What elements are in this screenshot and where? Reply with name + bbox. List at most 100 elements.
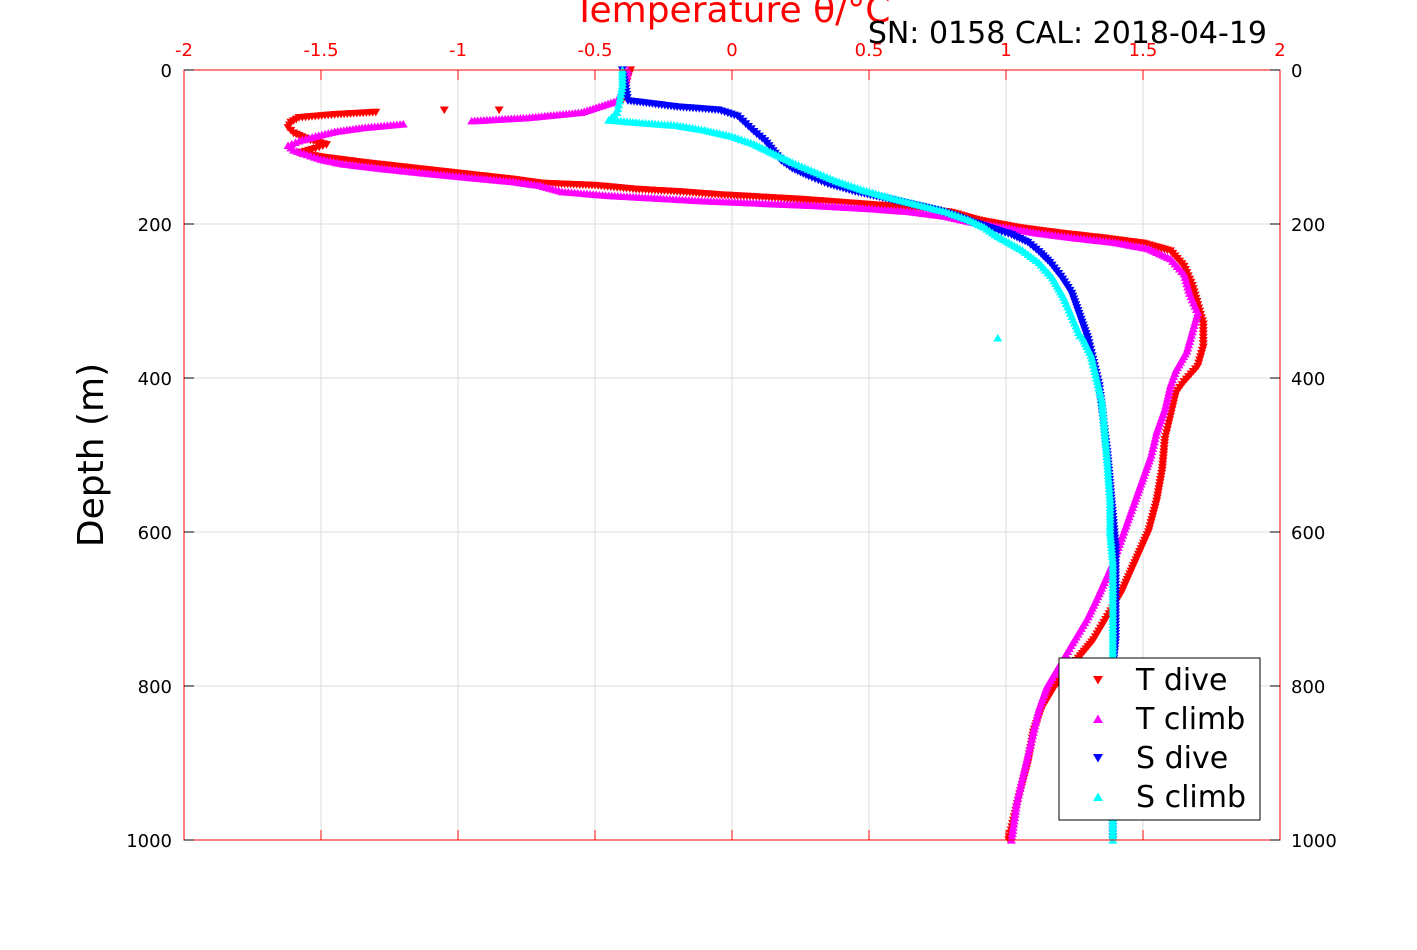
- data-point-s-climb: [1089, 364, 1099, 372]
- data-point-s-climb: [1094, 383, 1104, 392]
- y-tick-label-right: 1000: [1291, 831, 1337, 852]
- y-tick-label-left: 1000: [126, 831, 172, 852]
- legend-label-s-dive: S dive: [1136, 741, 1228, 776]
- y-tick-label-right: 400: [1291, 369, 1325, 390]
- data-point-s-climb: [613, 104, 623, 113]
- data-point-t-climb: [1007, 829, 1017, 838]
- data-point-t-climb: [1007, 832, 1017, 841]
- data-point-t-climb: [1165, 381, 1175, 390]
- y-axis-label: Depth (m): [71, 363, 112, 547]
- y-tick-label-left: 200: [138, 215, 172, 236]
- data-point-s-climb: [1090, 367, 1100, 375]
- y-tick-label-left: 0: [161, 61, 172, 82]
- data-point-t-climb: [1009, 819, 1019, 828]
- data-point-t-climb: [1024, 747, 1034, 756]
- data-point-t-climb: [1022, 754, 1032, 763]
- data-point-t-climb: [1029, 724, 1039, 733]
- data-point-t-climb: [1008, 823, 1018, 831]
- x-tick-label: 0.5: [855, 40, 884, 61]
- data-point-s-climb: [1091, 373, 1101, 382]
- data-point-t-climb: [1165, 384, 1175, 393]
- data-point-t-climb: [1011, 807, 1021, 815]
- data-point-t-climb: [1033, 708, 1043, 716]
- y-tick-label-right: 800: [1291, 677, 1325, 698]
- data-point-t-climb: [1020, 764, 1030, 773]
- data-point-t-climb: [1164, 388, 1174, 396]
- data-point-s-climb: [1096, 393, 1106, 402]
- data-point-t-climb: [1012, 797, 1022, 806]
- data-point-t-climb: [1017, 777, 1027, 786]
- data-point-t-climb: [1016, 780, 1026, 789]
- legend-marker-t-climb: [1093, 714, 1103, 723]
- legend-box: [1058, 657, 1261, 821]
- data-point-t-climb: [1163, 391, 1173, 400]
- data-point-s-climb: [1093, 380, 1103, 389]
- data-point-t-climb: [1148, 444, 1158, 452]
- data-point-t-climb: [1014, 787, 1024, 796]
- data-point-t-climb: [1149, 437, 1159, 446]
- y-tick-label-left: 800: [138, 677, 172, 698]
- x-tick-label: -2: [175, 40, 193, 61]
- data-point-s-climb: [1095, 387, 1105, 395]
- legend-marker-s-climb: [1093, 792, 1103, 801]
- data-point-t-climb: [1161, 398, 1171, 406]
- data-point-t-climb: [1162, 394, 1172, 403]
- data-point-t-climb: [1030, 721, 1040, 730]
- data-point-s-climb: [617, 84, 627, 93]
- data-point-t-climb: [1034, 705, 1044, 713]
- x-tick-label: 1.5: [1129, 40, 1158, 61]
- data-point-s-climb: [615, 96, 625, 105]
- legend-label-t-climb: T climb: [1135, 702, 1245, 737]
- data-point-t-climb: [1021, 761, 1031, 769]
- data-point-t-climb: [1019, 767, 1029, 776]
- data-point-t-climb: [1014, 790, 1024, 799]
- data-point-t-climb: [1025, 741, 1035, 749]
- data-point-t-climb: [1161, 401, 1171, 410]
- data-point-t-climb: [1024, 744, 1034, 753]
- data-point-t-climb: [1026, 738, 1036, 746]
- data-point-s-climb: [1086, 350, 1096, 359]
- data-point-s-climb: [614, 100, 624, 109]
- y-tick-label-right: 200: [1291, 215, 1325, 236]
- data-point-t-climb: [1013, 794, 1023, 802]
- data-point-t-climb: [1010, 813, 1020, 822]
- x-axis-label: Temperature θ/°C: [573, 0, 891, 31]
- x-tick-label: -0.5: [577, 40, 612, 61]
- legend-marker-s-dive: [1093, 754, 1103, 763]
- data-point-t-climb: [1011, 803, 1021, 812]
- data-point-s-climb: [1092, 377, 1102, 385]
- data-point-t-climb: [1008, 826, 1018, 834]
- data-point-t-climb: [1149, 441, 1159, 449]
- data-point-t-climb: [1015, 784, 1025, 792]
- data-point-s-climb: [615, 93, 625, 102]
- data-point-t-climb: [1009, 816, 1019, 825]
- data-point-t-climb: [1012, 800, 1022, 809]
- data-point-t-climb: [1023, 751, 1033, 759]
- series-s-climb: [604, 65, 1118, 844]
- data-point-t-climb: [1010, 810, 1020, 818]
- data-point-s-climb: [1088, 360, 1098, 369]
- x-tick-label: 1: [1000, 40, 1011, 61]
- chart-title: SN: 0158 CAL: 2018-04-19: [868, 16, 1267, 51]
- data-point-t-climb: [1027, 734, 1037, 743]
- data-point-t-climb: [1152, 427, 1162, 436]
- data-point-t-climb: [1018, 771, 1028, 779]
- legend: T dive T climb S dive S climb: [1058, 657, 1261, 821]
- data-point-s-climb: [1088, 357, 1098, 366]
- y-tick-label-left: 600: [138, 523, 172, 544]
- data-point-t-climb: [1032, 714, 1042, 723]
- data-point-s-climb: [616, 87, 626, 96]
- data-point-s-climb: [616, 90, 626, 99]
- data-point-t-climb: [1031, 718, 1041, 726]
- data-point-s-climb: [1095, 390, 1105, 399]
- data-point-t-climb: [1150, 434, 1160, 443]
- data-point-t-climb: [1028, 728, 1038, 736]
- data-point-s-climb: [993, 333, 1003, 342]
- data-point-t-climb: [1028, 731, 1038, 740]
- data-point-s-climb: [617, 81, 627, 89]
- data-point-t-dive: [494, 106, 504, 115]
- data-point-t-climb: [1017, 774, 1027, 782]
